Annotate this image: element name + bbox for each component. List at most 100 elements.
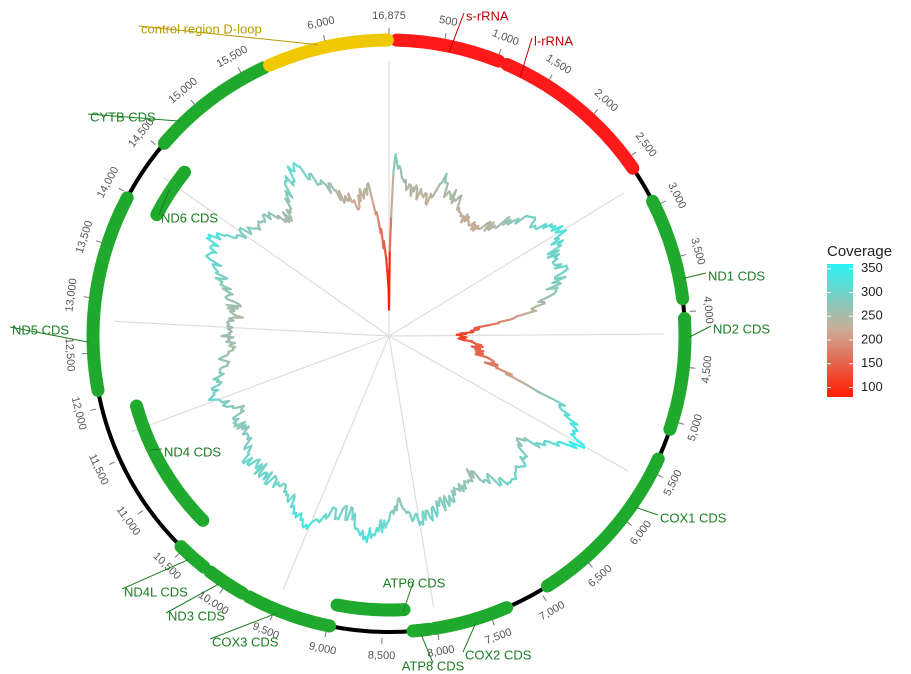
coverage-segment (438, 496, 447, 512)
feature-track (86, 33, 692, 638)
coverage-segment (216, 232, 226, 237)
tick-label: 9,000 (308, 640, 337, 657)
coverage-segment (495, 366, 504, 372)
spoke-line (163, 177, 390, 337)
coverage-segment (573, 437, 585, 447)
coverage-track (205, 153, 586, 544)
coverage-segment (233, 314, 244, 319)
coverage-segment (225, 233, 236, 240)
coverage-segment (375, 211, 380, 224)
tick-mark (548, 74, 553, 81)
tick-mark (593, 109, 599, 115)
tick-label: 4,500 (700, 355, 715, 384)
label-nd6-cds: ND6 CDS (161, 210, 218, 225)
coverage-segment (394, 153, 398, 163)
coverage-segment (524, 309, 538, 315)
tick-label: 14,000 (95, 165, 122, 200)
tick-mark (269, 614, 274, 621)
coverage-segment (242, 456, 254, 465)
feature-s-rrna (390, 33, 506, 68)
label-cox1-cds: COX1 CDS (660, 510, 727, 525)
coverage-segment (430, 507, 434, 522)
coverage-segment (480, 221, 489, 229)
tick-label: 12,500 (63, 337, 77, 371)
coverage-segment (333, 507, 338, 521)
coverage-segment (373, 527, 379, 537)
label-control-region-d-loop: control region D-loop (141, 21, 262, 36)
spoke-line (388, 192, 625, 337)
tick-mark (174, 552, 180, 558)
tick-label: 6,000 (306, 14, 335, 32)
coverage-segment (225, 303, 242, 308)
tick-label: 6,000 (628, 518, 654, 547)
leader-atp6-cds (402, 579, 415, 612)
coverage-segment (210, 383, 221, 390)
coverage-segment (518, 446, 529, 458)
tick-mark (678, 422, 685, 425)
coverage-segment (514, 214, 528, 225)
coverage-segment (388, 215, 393, 253)
tick-label: 1,000 (490, 27, 520, 48)
label-s-rrna: s-rRNA (466, 8, 509, 23)
tick-label: 2,000 (592, 87, 620, 114)
label-nd1-cds: ND1 CDS (708, 268, 765, 283)
tick-mark (237, 67, 242, 73)
tick-label: 2,500 (633, 130, 659, 159)
tick-label: 11,000 (114, 504, 143, 538)
spoke-line (282, 335, 390, 590)
coverage-segment (519, 456, 526, 465)
coverage-segment (435, 500, 439, 514)
feature-nd4-cds (130, 399, 210, 527)
feature-nd2-cds (663, 312, 692, 436)
spoke-line (114, 320, 390, 337)
coverage-segment (247, 459, 258, 467)
coverage-legend: Coverage 350 300 250 200 150 100 (827, 243, 892, 397)
coverage-segment (239, 231, 248, 239)
leader-nd3-cds (165, 583, 220, 614)
tick-label: 7,500 (483, 626, 513, 647)
tick-mark (660, 200, 667, 205)
coverage-segment (220, 333, 232, 338)
tick-label: 15,500 (215, 43, 250, 70)
tick-mark (323, 34, 326, 42)
coverage-segment (497, 318, 512, 324)
label-nd5-cds: ND5 CDS (12, 322, 69, 337)
coverage-segment (457, 194, 463, 205)
feature-atp8-cds (406, 622, 436, 638)
leader-nd6-cds (158, 188, 171, 216)
tick-label: 13,000 (63, 278, 79, 313)
coverage-segment (442, 182, 449, 199)
coverage-segment (541, 295, 551, 301)
leader-control-region-d-loop (138, 25, 318, 46)
coverage-segment (486, 322, 500, 327)
coverage-segment (408, 511, 414, 523)
coverage-segment (347, 192, 354, 204)
coverage-segment (205, 236, 220, 248)
coverage-segment (220, 399, 231, 404)
coverage-segment (548, 440, 560, 447)
tick-label: 500 (438, 14, 458, 29)
coverage-segment (558, 440, 569, 447)
leader-cytb-cds (87, 113, 180, 122)
coverage-segment (525, 383, 535, 390)
tick-mark (219, 588, 224, 594)
spoke-line (131, 335, 390, 433)
tick-mark (626, 521, 633, 527)
coverage-segment (518, 380, 529, 387)
tick-label: 11,500 (86, 452, 111, 487)
leader-nd4l-cds (121, 558, 189, 590)
coverage-segment (214, 276, 226, 281)
label-cytb-cds: CYTB CDS (90, 109, 156, 124)
coverage-segment (284, 183, 294, 199)
tick-mark (657, 474, 663, 478)
feature-atp6-cds (330, 598, 411, 617)
coverage-segment (504, 372, 516, 380)
coverage-segment (209, 258, 222, 268)
tick-mark (108, 461, 115, 465)
coverage-segment (399, 168, 403, 179)
coverage-segment (461, 338, 473, 343)
legend-ticks: 350 300 250 200 150 100 (827, 260, 883, 394)
tick-label: 8,000 (426, 644, 455, 660)
spoke-line (388, 333, 664, 337)
